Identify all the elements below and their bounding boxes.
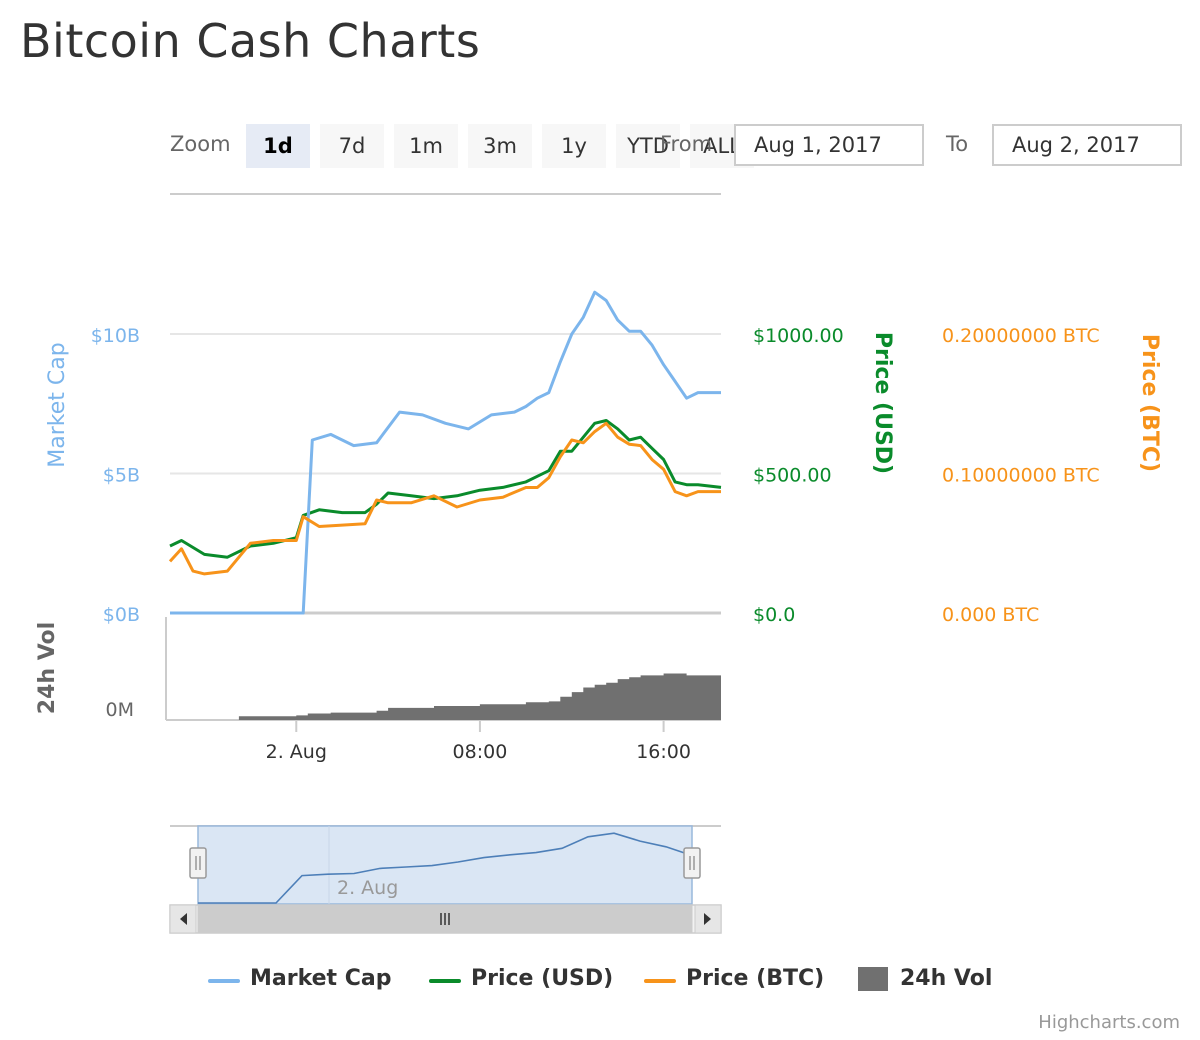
navigator-selected-range[interactable] xyxy=(197,825,693,905)
handle-body[interactable] xyxy=(189,847,207,879)
handle-body[interactable] xyxy=(683,847,701,879)
price-usd-tick-label: $500.00 xyxy=(753,465,832,487)
legend-price-usd-label: Price (USD) xyxy=(471,966,614,991)
price-btc-tick-label: 0.10000000 BTC xyxy=(942,465,1100,487)
legend-market-cap-swatch xyxy=(208,979,240,983)
legend-price-usd-swatch xyxy=(429,979,461,983)
zoom-label: Zoom xyxy=(170,132,231,156)
legend-price-btc-label: Price (BTC) xyxy=(686,966,825,991)
legend-24h-vol[interactable]: 24h Vol xyxy=(858,966,1008,996)
market-cap-tick-label: $10B xyxy=(91,325,140,347)
chevron-right-icon[interactable] xyxy=(704,913,711,925)
legend-24h-vol-swatch xyxy=(858,967,888,991)
series-market-cap-line xyxy=(170,290,721,615)
price-btc-axis-title: Price (BTC) xyxy=(1137,334,1162,472)
legend-24h-vol-label: 24h Vol xyxy=(900,966,993,991)
legend-price-usd[interactable]: Price (USD) xyxy=(429,966,619,996)
series-24h-vol-area xyxy=(170,673,721,720)
zoom-1y-button[interactable]: 1y xyxy=(542,124,606,168)
credits-link[interactable]: Highcharts.com xyxy=(1038,1012,1180,1033)
to-date-input[interactable]: Aug 2, 2017 xyxy=(992,124,1182,166)
to-label: To xyxy=(946,132,969,156)
market-cap-tick-label: $0B xyxy=(103,604,140,626)
navigator-x-label: 2. Aug xyxy=(337,877,398,899)
from-date-input[interactable]: Aug 1, 2017 xyxy=(734,124,924,166)
price-btc-tick-label: 0.000 BTC xyxy=(942,604,1039,626)
series-price-usd-line xyxy=(169,419,722,559)
legend-price-btc[interactable]: Price (BTC) xyxy=(644,966,834,996)
page-title: Bitcoin Cash Charts xyxy=(20,14,481,68)
series-price-btc-line xyxy=(168,421,721,576)
chevron-left-icon[interactable] xyxy=(180,913,187,925)
navigator-left-handle[interactable] xyxy=(189,847,207,879)
navigator-series-line xyxy=(198,832,693,904)
market-cap-axis-title: Market Cap xyxy=(45,342,70,467)
x-tick-label: 08:00 xyxy=(453,741,508,763)
price-usd-axis-title: Price (USD) xyxy=(870,332,895,474)
legend-price-btc-swatch xyxy=(644,979,676,983)
navigator-right-handle[interactable] xyxy=(683,847,701,879)
x-tick-label: 16:00 xyxy=(636,741,691,763)
zoom-ytd-button[interactable]: YTD xyxy=(616,124,680,168)
legend-market-cap-label: Market Cap xyxy=(250,966,392,991)
zoom-7d-button[interactable]: 7d xyxy=(320,124,384,168)
zoom-3m-button[interactable]: 3m xyxy=(468,124,532,168)
volume-axis-title: 24h Vol xyxy=(35,622,60,714)
x-tick-label: 2. Aug xyxy=(266,741,327,763)
price-usd-tick-label: $1000.00 xyxy=(753,325,844,347)
price-usd-tick-label: $0.0 xyxy=(753,604,795,626)
market-cap-tick-label: $5B xyxy=(103,465,140,487)
from-label: From xyxy=(660,132,713,156)
legend-market-cap[interactable]: Market Cap xyxy=(208,966,398,996)
volume-tick-label: 0M xyxy=(106,699,134,721)
price-btc-tick-label: 0.20000000 BTC xyxy=(942,325,1100,347)
zoom-1m-button[interactable]: 1m xyxy=(394,124,458,168)
zoom-1d-button[interactable]: 1d xyxy=(246,124,310,168)
